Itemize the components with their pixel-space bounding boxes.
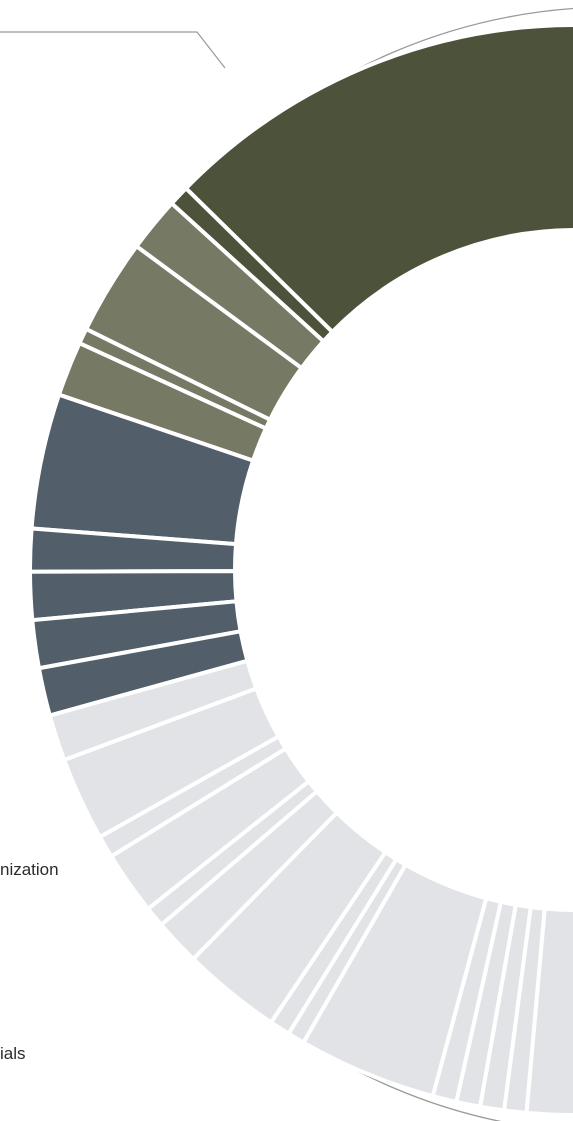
donut-slice-15 [108,745,312,912]
donut-slice-6 [56,340,269,464]
donut-slice-18 [190,809,389,1026]
callout-leader-line [0,31,226,69]
donut-slice-1 [183,23,573,335]
donut-slice-13 [61,685,282,840]
donut-slice-12 [47,658,259,763]
donut-slice-4 [83,243,305,423]
donut-slices [27,23,573,1117]
donut-slice-21 [300,862,489,1099]
donut-slice-9 [27,569,239,623]
donut-slice-7 [29,392,256,547]
donut-slice-10 [30,599,243,671]
category-label-2: ials [0,1044,26,1063]
donut-slice-3 [133,200,327,371]
category-label-1: nization [0,860,59,879]
donut-slice-17 [158,788,340,962]
donut-slice-26 [524,906,573,1117]
donut-slice-8 [28,526,239,574]
donut-slice-11 [36,628,250,718]
